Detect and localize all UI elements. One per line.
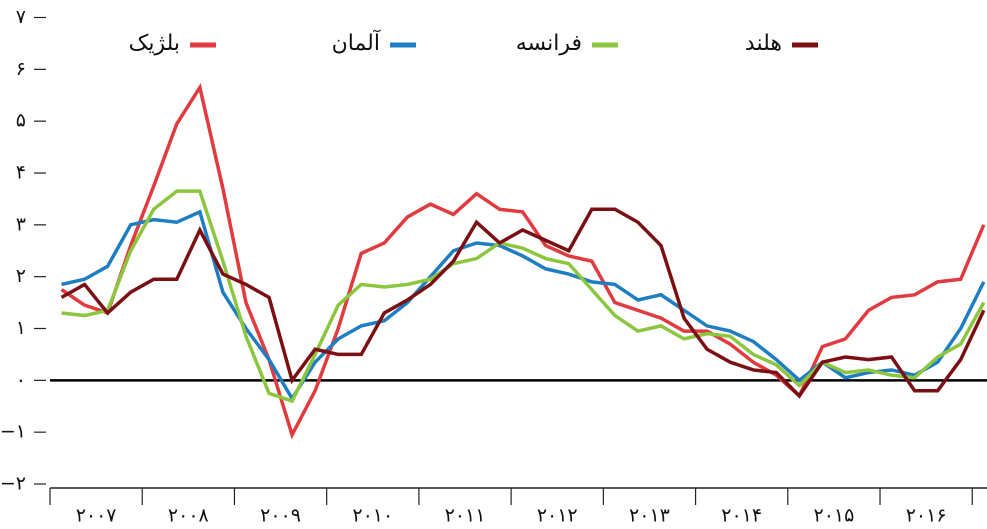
- legend-label: بلژیک: [129, 31, 180, 56]
- series-line: [60, 82, 986, 440]
- series-line: [61, 209, 986, 402]
- x-tick-label: ۲۰۱۴: [721, 505, 762, 527]
- legend-label: هلند: [745, 31, 782, 56]
- x-tick-label: ۲۰۰۷: [76, 505, 117, 527]
- x-tick-label: ۲۰۱۳: [629, 505, 670, 527]
- x-tick-label: ۲۰۰۸: [168, 505, 209, 527]
- y-tick-label: ۱: [16, 317, 26, 339]
- series-line: [60, 207, 986, 399]
- y-tick-label: ۳: [16, 213, 26, 235]
- x-tick-label: ۲۰۱۵: [813, 505, 854, 527]
- y-tick-label: ۶: [16, 58, 26, 80]
- y-tick-label: ۷: [16, 6, 26, 28]
- legend-label: فرانسه: [516, 31, 582, 56]
- legend-label: آلمان: [332, 29, 381, 56]
- y-tick-label: ۴: [16, 162, 26, 184]
- x-tick-label: ۲۰۱۰: [352, 505, 393, 527]
- y-tick-label: ۰: [16, 369, 26, 391]
- x-tick-label: ۲۰۱۲: [537, 505, 578, 527]
- x-tick-label: ۲۰۱۶: [906, 505, 947, 527]
- x-tick-label: ۲۰۰۹: [260, 505, 301, 527]
- y-tick-label: ۲: [16, 265, 26, 287]
- y-tick-label: −۱: [0, 421, 26, 443]
- y-tick-label: −۲: [0, 473, 26, 495]
- series-line: [61, 189, 986, 404]
- y-tick-label: ۵: [16, 110, 26, 132]
- x-tick-label: ۲۰۱۱: [445, 505, 486, 527]
